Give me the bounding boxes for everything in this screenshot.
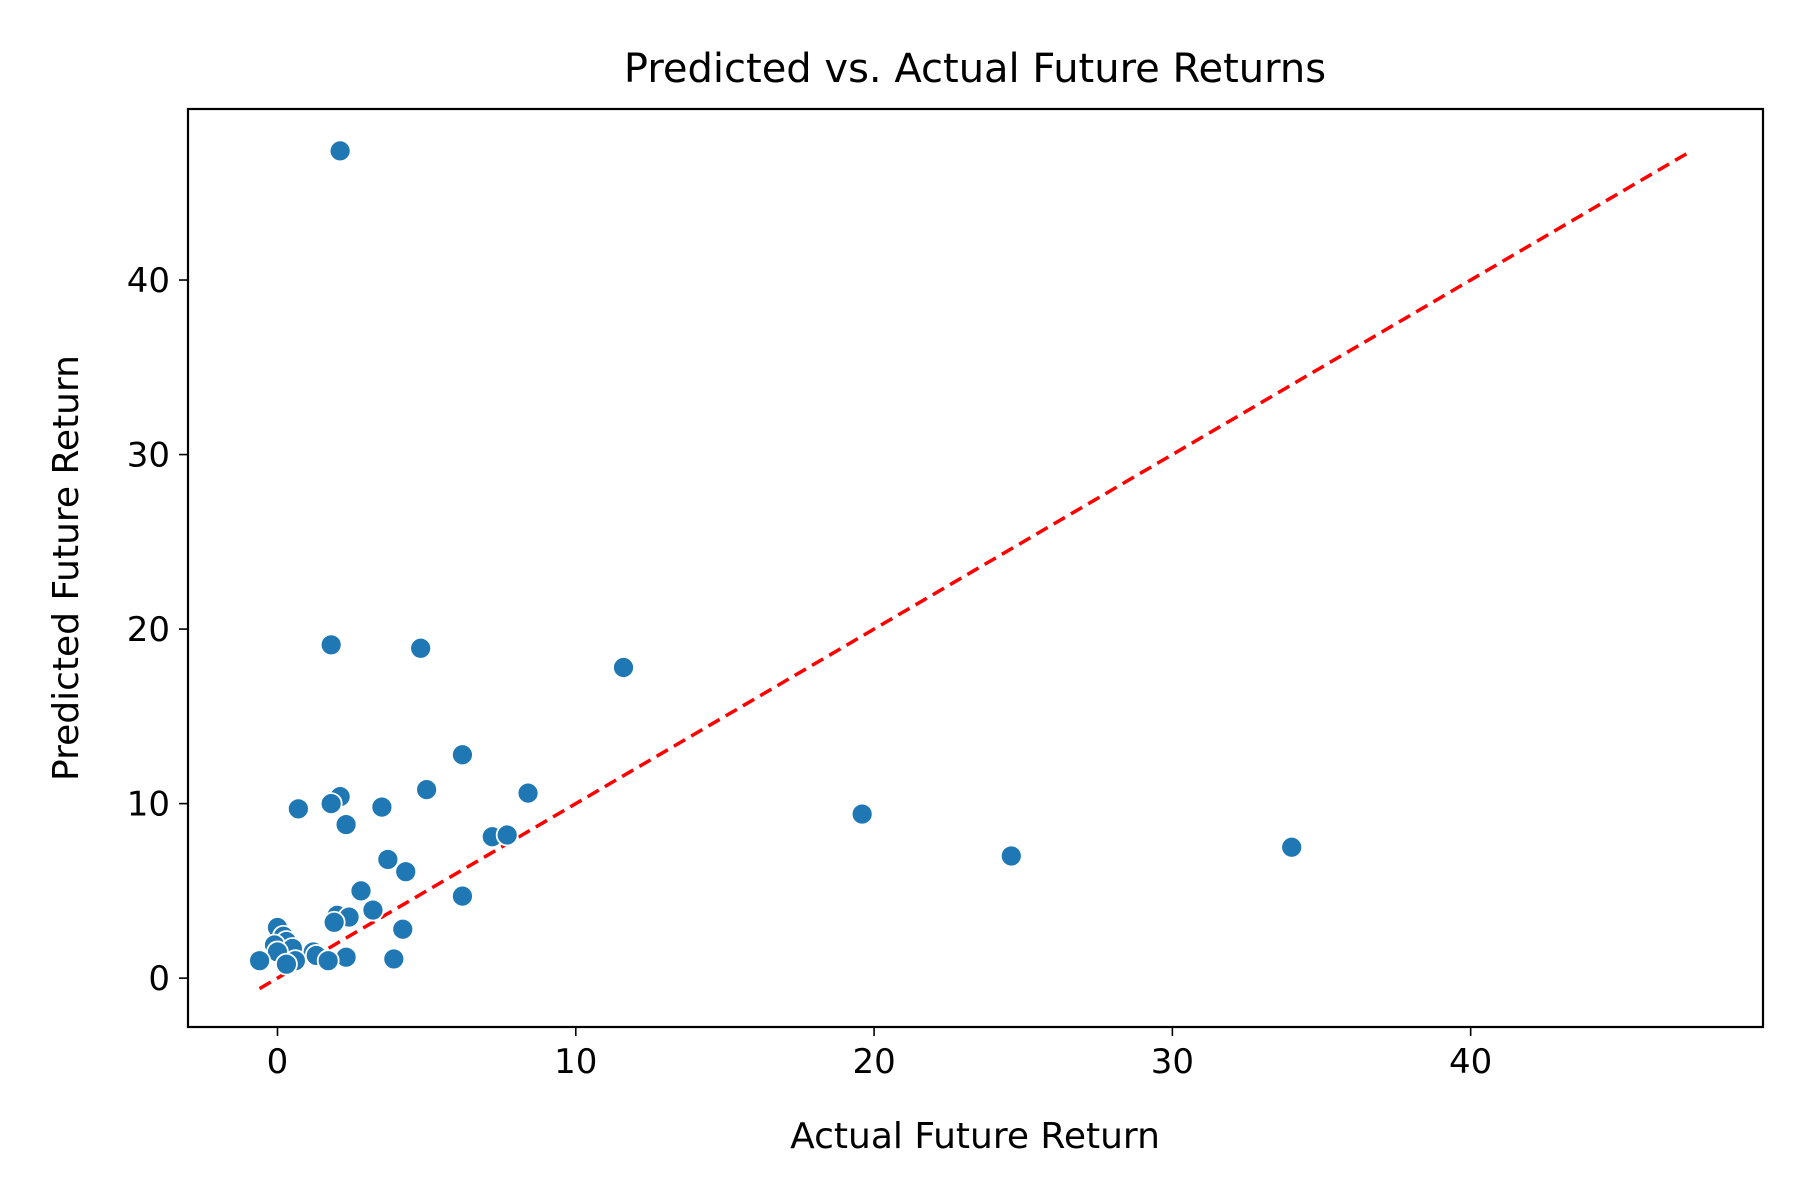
y-axis-label: Predicted Future Return: [46, 355, 87, 781]
y-tick-label: 10: [127, 785, 170, 825]
data-point: [415, 778, 439, 802]
x-tick-label: 30: [1151, 1042, 1194, 1082]
x-axis-label: Actual Future Return: [790, 1116, 1160, 1157]
chart-title: Predicted vs. Actual Future Returns: [624, 46, 1326, 92]
data-point: [850, 802, 874, 826]
data-point: [322, 910, 346, 934]
data-point: [382, 947, 406, 971]
data-point: [451, 884, 474, 908]
data-point: [361, 898, 385, 922]
y-tick-label: 40: [127, 261, 170, 301]
data-point: [409, 636, 433, 660]
data-point: [516, 781, 540, 805]
reference-line: [258, 151, 1690, 991]
data-point: [319, 792, 343, 816]
data-point: [334, 813, 358, 836]
x-tick-label: 40: [1449, 1042, 1492, 1082]
data-point: [248, 949, 271, 973]
data-point: [275, 952, 298, 976]
y-axis-ticks: 0 10 20 30 40: [127, 261, 188, 999]
reference-line-group: [258, 151, 1690, 991]
data-point: [1280, 835, 1304, 859]
data-points-group: [248, 139, 1304, 976]
plot-area-frame: [186, 107, 1765, 1029]
x-tick-label: 20: [852, 1042, 895, 1082]
y-tick-label: 30: [127, 436, 170, 476]
data-point: [376, 848, 400, 871]
data-point: [495, 823, 519, 847]
data-point: [349, 879, 373, 903]
data-point: [286, 797, 310, 821]
y-tick-label: 20: [127, 610, 170, 650]
data-point: [391, 917, 415, 941]
data-point: [319, 633, 343, 657]
data-point: [328, 139, 352, 163]
data-point: [451, 743, 474, 767]
data-point: [316, 949, 340, 973]
data-point: [999, 844, 1023, 868]
data-point: [612, 656, 635, 679]
data-point: [394, 860, 418, 884]
x-axis-ticks: 0 10 20 30 40: [267, 1027, 1492, 1082]
x-tick-label: 0: [267, 1042, 289, 1082]
y-tick-label: 0: [148, 959, 170, 999]
x-tick-label: 10: [554, 1042, 597, 1082]
data-point: [370, 795, 394, 819]
